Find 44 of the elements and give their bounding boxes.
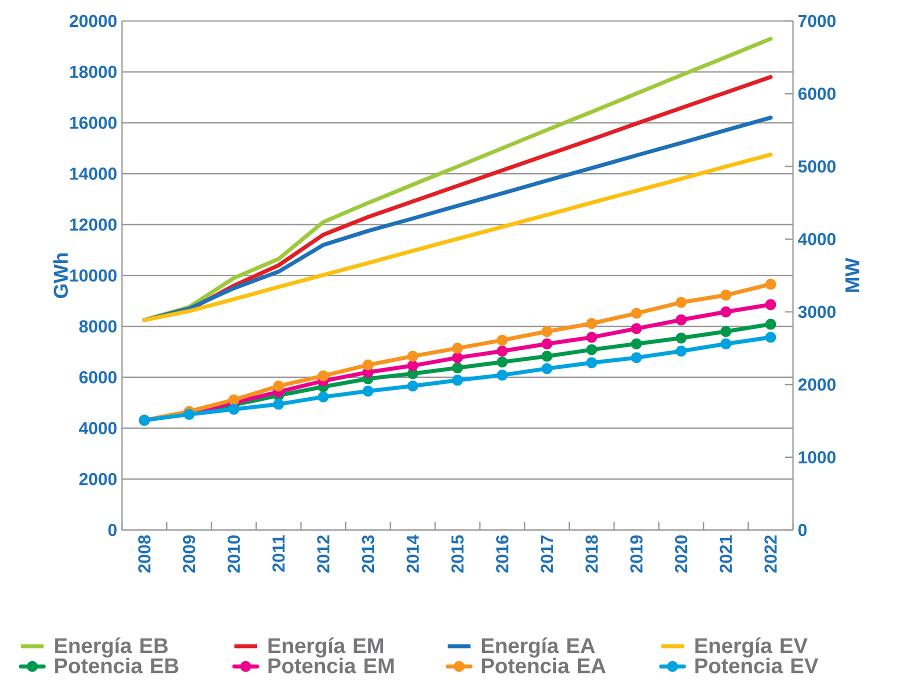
legend-label: Potencia EB <box>55 658 178 674</box>
y2-tick-label: 1000 <box>798 451 836 464</box>
x-tick-label: 2014 <box>406 534 419 573</box>
y-tick-label: 12000 <box>70 218 117 231</box>
y-tick-label: 16000 <box>70 116 117 129</box>
y-tick-label: 18000 <box>70 66 117 78</box>
x-tick-label: 2020 <box>675 535 688 573</box>
legend-label: Potencia EA <box>482 658 606 674</box>
y2-tick-label: 2000 <box>798 378 836 391</box>
x-tick-label: 2018 <box>586 535 598 573</box>
y2-tick-label: 3000 <box>798 306 836 318</box>
y2-tick-label: 7000 <box>798 14 836 28</box>
x-tick-label: 2016 <box>496 535 508 573</box>
x-tick-label: 2022 <box>764 535 777 573</box>
y2-tick-label: 6000 <box>798 88 836 100</box>
y-tick-label: 20000 <box>70 14 117 28</box>
x-tick-label: 2015 <box>451 535 464 573</box>
y2-tick-label: 4000 <box>798 233 836 246</box>
x-tick-label: 2019 <box>630 535 643 573</box>
x-tick-label: 2011 <box>272 535 285 572</box>
y-tick-label: 0 <box>108 524 117 536</box>
y-tick-label: 8000 <box>79 320 117 333</box>
y-axis-title: GWh <box>53 253 68 298</box>
legend-label: Energía EM <box>268 637 384 658</box>
y-tick-label: 10000 <box>70 269 117 282</box>
x-tick-label: 2008 <box>138 535 150 573</box>
x-tick-label: 2013 <box>362 535 374 573</box>
y-tick-label: 14000 <box>70 168 117 180</box>
x-tick-label: 2009 <box>182 535 196 573</box>
y-tick-label: 2000 <box>79 472 117 486</box>
legend-label: Potencia EM <box>268 658 394 674</box>
y2-tick-label: 5000 <box>798 160 836 173</box>
x-tick-label: 2010 <box>228 535 240 573</box>
legend-label: Energía EB <box>55 637 168 658</box>
x-tick-label: 2017 <box>540 535 554 573</box>
y-tick-label: 4000 <box>79 422 117 434</box>
y-tick-label: 6000 <box>79 371 117 384</box>
x-tick-label: 2021 <box>720 535 732 573</box>
legend-label: Potencia EV <box>695 658 818 674</box>
y2-tick-label: 0 <box>798 524 807 536</box>
legend-label: Energía EV <box>695 637 808 658</box>
legend-label: Energía EA <box>482 637 595 658</box>
y2-axis-title: MW <box>845 258 860 292</box>
x-tick-label: 2012 <box>317 535 330 573</box>
